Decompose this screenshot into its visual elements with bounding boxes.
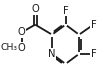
Text: N: N bbox=[48, 49, 56, 59]
Text: CH₃: CH₃ bbox=[0, 43, 17, 52]
Text: F: F bbox=[63, 6, 68, 16]
Text: O: O bbox=[18, 27, 26, 37]
Text: O: O bbox=[18, 43, 26, 53]
Text: F: F bbox=[90, 49, 96, 59]
Text: O: O bbox=[31, 4, 39, 14]
Text: F: F bbox=[90, 20, 96, 30]
